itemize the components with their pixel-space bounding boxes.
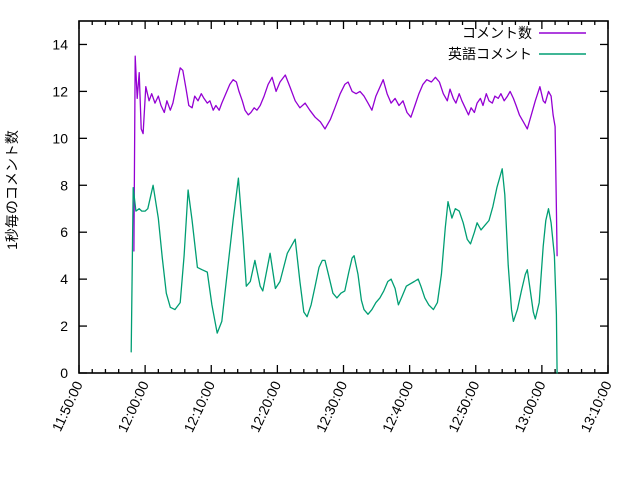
- y-tick-label: 10: [52, 130, 68, 146]
- y-tick-label: 14: [52, 36, 68, 52]
- y-axis-title: 1秒毎のコメント数: [4, 130, 20, 250]
- y-tick-label: 6: [60, 224, 68, 240]
- series-line-1: [130, 168, 558, 374]
- x-tick-label: 12:50:00: [445, 378, 483, 434]
- x-tick-label: 13:00:00: [511, 378, 549, 434]
- y-tick-label: 0: [60, 365, 68, 381]
- x-tick-label: 12:10:00: [180, 378, 218, 434]
- legend-label-comments: コメント数: [462, 25, 532, 41]
- x-tick-label: 12:00:00: [114, 378, 152, 434]
- legend: コメント数 英語コメント: [448, 25, 586, 62]
- series-line-0: [133, 55, 558, 257]
- y-tick-label: 2: [60, 318, 68, 334]
- y-tick-label: 8: [60, 177, 68, 193]
- y-tick-label: 4: [60, 271, 68, 287]
- plot-area: 11:50:00 12:00:00 12:10:00 12:20:00 12:30:00…: [49, 20, 615, 435]
- y-tick-label: 12: [52, 83, 68, 99]
- plot-border: [78, 20, 609, 374]
- legend-label-english-comments: 英語コメント: [448, 46, 532, 62]
- x-tick-label: 12:30:00: [313, 378, 351, 434]
- x-tick-label: 11:50:00: [49, 378, 86, 433]
- x-tick-label: 12:40:00: [379, 378, 417, 434]
- x-tick-label: 12:20:00: [247, 378, 285, 434]
- x-tick-label: 13:10:00: [577, 378, 615, 434]
